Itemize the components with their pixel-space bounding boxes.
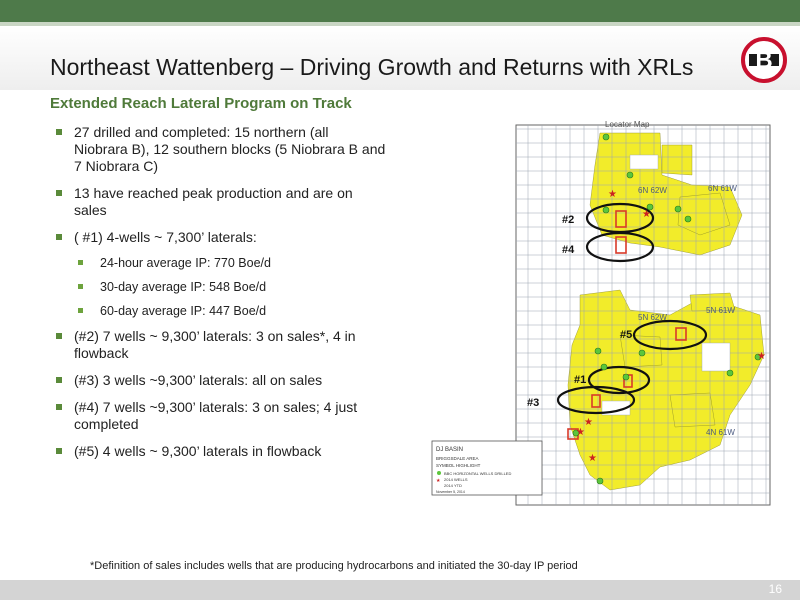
well-markers	[572, 133, 762, 485]
footer-bar	[0, 580, 800, 600]
ellipse-3	[556, 385, 636, 415]
township-label-5n62w: 5N 62W	[638, 313, 667, 322]
sub-bullet-30day-ip: 30-day average IP: 548 Boe/d	[78, 280, 386, 295]
svg-text:★: ★	[642, 209, 651, 220]
callout-3: #3	[527, 397, 539, 409]
logo-letter: B	[755, 47, 772, 74]
slide-subtitle: Extended Reach Lateral Program on Track	[50, 95, 352, 112]
map-legend: DJ BASIN BRIGGSDALE AREA SYMBOL HIGHLIGH…	[431, 440, 543, 496]
legend-title: DJ BASIN	[436, 447, 463, 453]
bullet-group-1: ( #1) 4-wells ~ 7,300’ laterals:	[56, 229, 386, 246]
svg-text:★: ★	[588, 453, 597, 464]
locator-map: Locator Map 6N 62W 6N 61W 5N 62W 5N 61W …	[431, 120, 771, 506]
legend-date: November 5, 2014	[436, 490, 465, 494]
top-bar-accent	[0, 22, 800, 26]
callout-4: #4	[562, 244, 575, 256]
legend-item-1: BBC HORIZONTAL WELLS DRILLED	[444, 471, 511, 476]
bullet-list: 27 drilled and completed: 15 northern (a…	[56, 124, 386, 470]
bullet-group-5: (#5) 4 wells ~ 9,300’ laterals in flowba…	[56, 443, 386, 460]
sub-bullet-60day-ip: 60-day average IP: 447 Boe/d	[78, 304, 386, 319]
ellipse-5	[632, 319, 708, 351]
top-bar	[0, 0, 800, 22]
svg-text:★: ★	[576, 427, 585, 438]
ellipse-4	[585, 231, 655, 263]
page-number: 16	[768, 582, 782, 596]
bullet-group-3: (#3) 3 wells ~9,300’ laterals: all on sa…	[56, 372, 386, 389]
star-markers: ★★★ ★★★	[576, 189, 766, 464]
svg-text:★: ★	[757, 351, 766, 362]
township-label-4n61w: 4N 61W	[706, 428, 735, 437]
slide-title: Northeast Wattenberg – Driving Growth an…	[50, 54, 694, 80]
project-ellipses	[556, 202, 708, 415]
legend-item-2: 2014 WELLS	[444, 477, 468, 482]
legend-area: BRIGGSDALE AREA	[436, 456, 479, 461]
footnote: *Definition of sales includes wells that…	[90, 560, 578, 572]
bullet-group-4: (#4) 7 wells ~9,300’ laterals: 3 on sale…	[56, 399, 386, 433]
township-label-6n62w: 6N 62W	[638, 186, 667, 195]
bullet-group-2: (#2) 7 wells ~ 9,300’ laterals: 3 on sal…	[56, 328, 386, 362]
ellipse-1	[587, 365, 651, 395]
township-label-6n61w: 6N 61W	[708, 184, 737, 193]
bullet-peak-production: 13 have reached peak production and are …	[56, 185, 386, 219]
legend-symbol: SYMBOL HIGHLIGHT	[436, 463, 481, 468]
svg-text:★: ★	[608, 189, 617, 200]
sub-bullet-24hr-ip: 24-hour average IP: 770 Boe/d	[78, 256, 386, 271]
bullet-drilled: 27 drilled and completed: 15 northern (a…	[56, 124, 386, 175]
header-band	[0, 26, 800, 90]
legend-item-3: 2014 YTD	[444, 483, 462, 488]
callout-2: #2	[562, 214, 574, 226]
svg-text:★: ★	[436, 478, 441, 484]
callout-1: #1	[574, 374, 586, 386]
township-label-5n61w: 5N 61W	[706, 306, 735, 315]
township-grid	[516, 125, 770, 505]
company-logo: B	[741, 37, 787, 83]
callout-5: #5	[620, 329, 632, 341]
map-title: Locator Map	[605, 120, 650, 129]
svg-text:★: ★	[584, 417, 593, 428]
